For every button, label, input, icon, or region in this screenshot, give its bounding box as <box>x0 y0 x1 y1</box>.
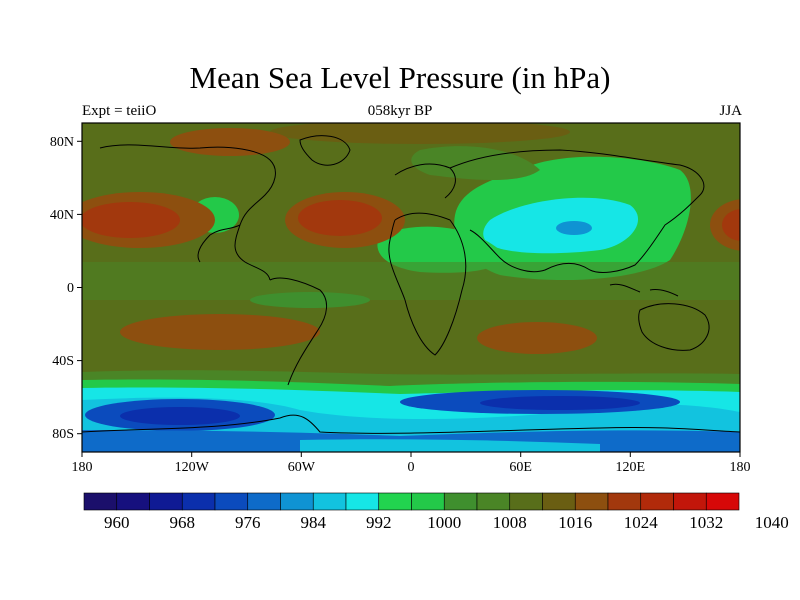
y-tick-label: 40S <box>52 354 74 369</box>
colorbar-swatch <box>411 492 445 511</box>
y-tick-labels: 80N 40N 0 40S 80S <box>50 135 74 442</box>
field-arctic-high <box>270 123 570 144</box>
field-pacific-high-core <box>82 202 180 238</box>
coast-south-america <box>269 277 327 386</box>
x-tick-labels: 180 120W 60W 0 60E 120E 180 <box>72 460 751 475</box>
colorbar-swatch <box>83 492 118 511</box>
colorbar-swatch <box>476 492 511 511</box>
colorbar-swatch <box>378 492 412 511</box>
field-sh-indian-high <box>477 322 597 354</box>
field-pacific-high-east-core <box>722 209 740 241</box>
x-tick-label: 120W <box>175 460 210 475</box>
coastlines <box>82 135 740 434</box>
colorbar-label: 984 <box>301 513 327 532</box>
x-tick-label: 120E <box>616 460 646 475</box>
field-atlantic-trough <box>250 292 370 308</box>
colorbar-swatch <box>443 492 478 511</box>
coast-north-america <box>99 144 276 281</box>
y-tick-label: 40N <box>50 208 74 223</box>
field-so-low-east-core <box>480 396 640 410</box>
coast-greenland <box>299 135 351 166</box>
colorbar-swatch <box>345 492 380 511</box>
y-tick-label: 0 <box>67 281 74 296</box>
coast-indonesia <box>609 283 679 297</box>
y-tick-label: 80N <box>50 135 74 150</box>
colorbar-swatch <box>542 492 576 511</box>
colorbar-swatch <box>705 492 740 511</box>
colorbar-swatch <box>247 492 281 511</box>
colorbar-label: 976 <box>235 513 261 532</box>
colorbar-labels: 960 968 976 984 992 1000 1008 1016 1024 1032 1040 <box>104 513 789 532</box>
colorbar-swatch <box>214 492 249 511</box>
season-label: JJA <box>719 103 742 119</box>
coast-antarctica <box>82 414 740 434</box>
colorbar-label: 1024 <box>624 513 659 532</box>
x-tick-label: 60E <box>509 460 532 475</box>
coast-asia <box>449 149 705 273</box>
colorbar-label: 1000 <box>427 513 461 532</box>
colorbar-swatch <box>181 492 216 511</box>
field-pacific-high-east <box>710 199 740 251</box>
x-tick-label: 180 <box>72 460 93 475</box>
field-antarctica-plateau <box>300 439 600 452</box>
colorbar-label: 960 <box>104 513 130 532</box>
colorbar <box>83 492 740 511</box>
field-europe <box>411 146 540 180</box>
time-label: 058kyr BP <box>367 103 433 119</box>
x-tick-label: 60W <box>288 460 316 475</box>
pressure-field <box>82 123 740 452</box>
colorbar-label: 1008 <box>493 513 527 532</box>
colorbar-swatch <box>116 492 150 511</box>
colorbar-swatch <box>280 492 314 511</box>
colorbar-swatch <box>673 492 707 511</box>
coast-australia <box>638 303 710 351</box>
field-tropics <box>82 262 740 300</box>
field-sh-pacific-high <box>120 314 320 350</box>
colorbar-swatch <box>607 492 642 511</box>
field-sahara-low <box>377 226 502 273</box>
field-asian-low-core <box>556 221 592 235</box>
colorbar-label: 1032 <box>689 513 723 532</box>
colorbar-label: 1040 <box>755 513 789 532</box>
field-arctic-high-core <box>170 128 290 156</box>
colorbar-swatch <box>149 492 183 511</box>
y-tick-label: 80S <box>52 427 74 442</box>
colorbar-swatch <box>640 492 674 511</box>
experiment-label: Expt = teiiO <box>82 103 157 119</box>
x-tick-label: 180 <box>730 460 751 475</box>
x-tick-label: 0 <box>408 460 415 475</box>
colorbar-swatch <box>312 492 347 511</box>
plot-title: Mean Sea Level Pressure (in hPa) <box>189 60 611 95</box>
colorbar-label: 1016 <box>558 513 592 532</box>
field-azores-high-core <box>298 200 382 236</box>
colorbar-label: 968 <box>170 513 196 532</box>
colorbar-swatch <box>574 492 609 511</box>
colorbar-label: 992 <box>366 513 392 532</box>
colorbar-swatch <box>509 492 543 511</box>
field-so-low-west-core <box>120 407 240 425</box>
tick-marks <box>77 140 741 457</box>
